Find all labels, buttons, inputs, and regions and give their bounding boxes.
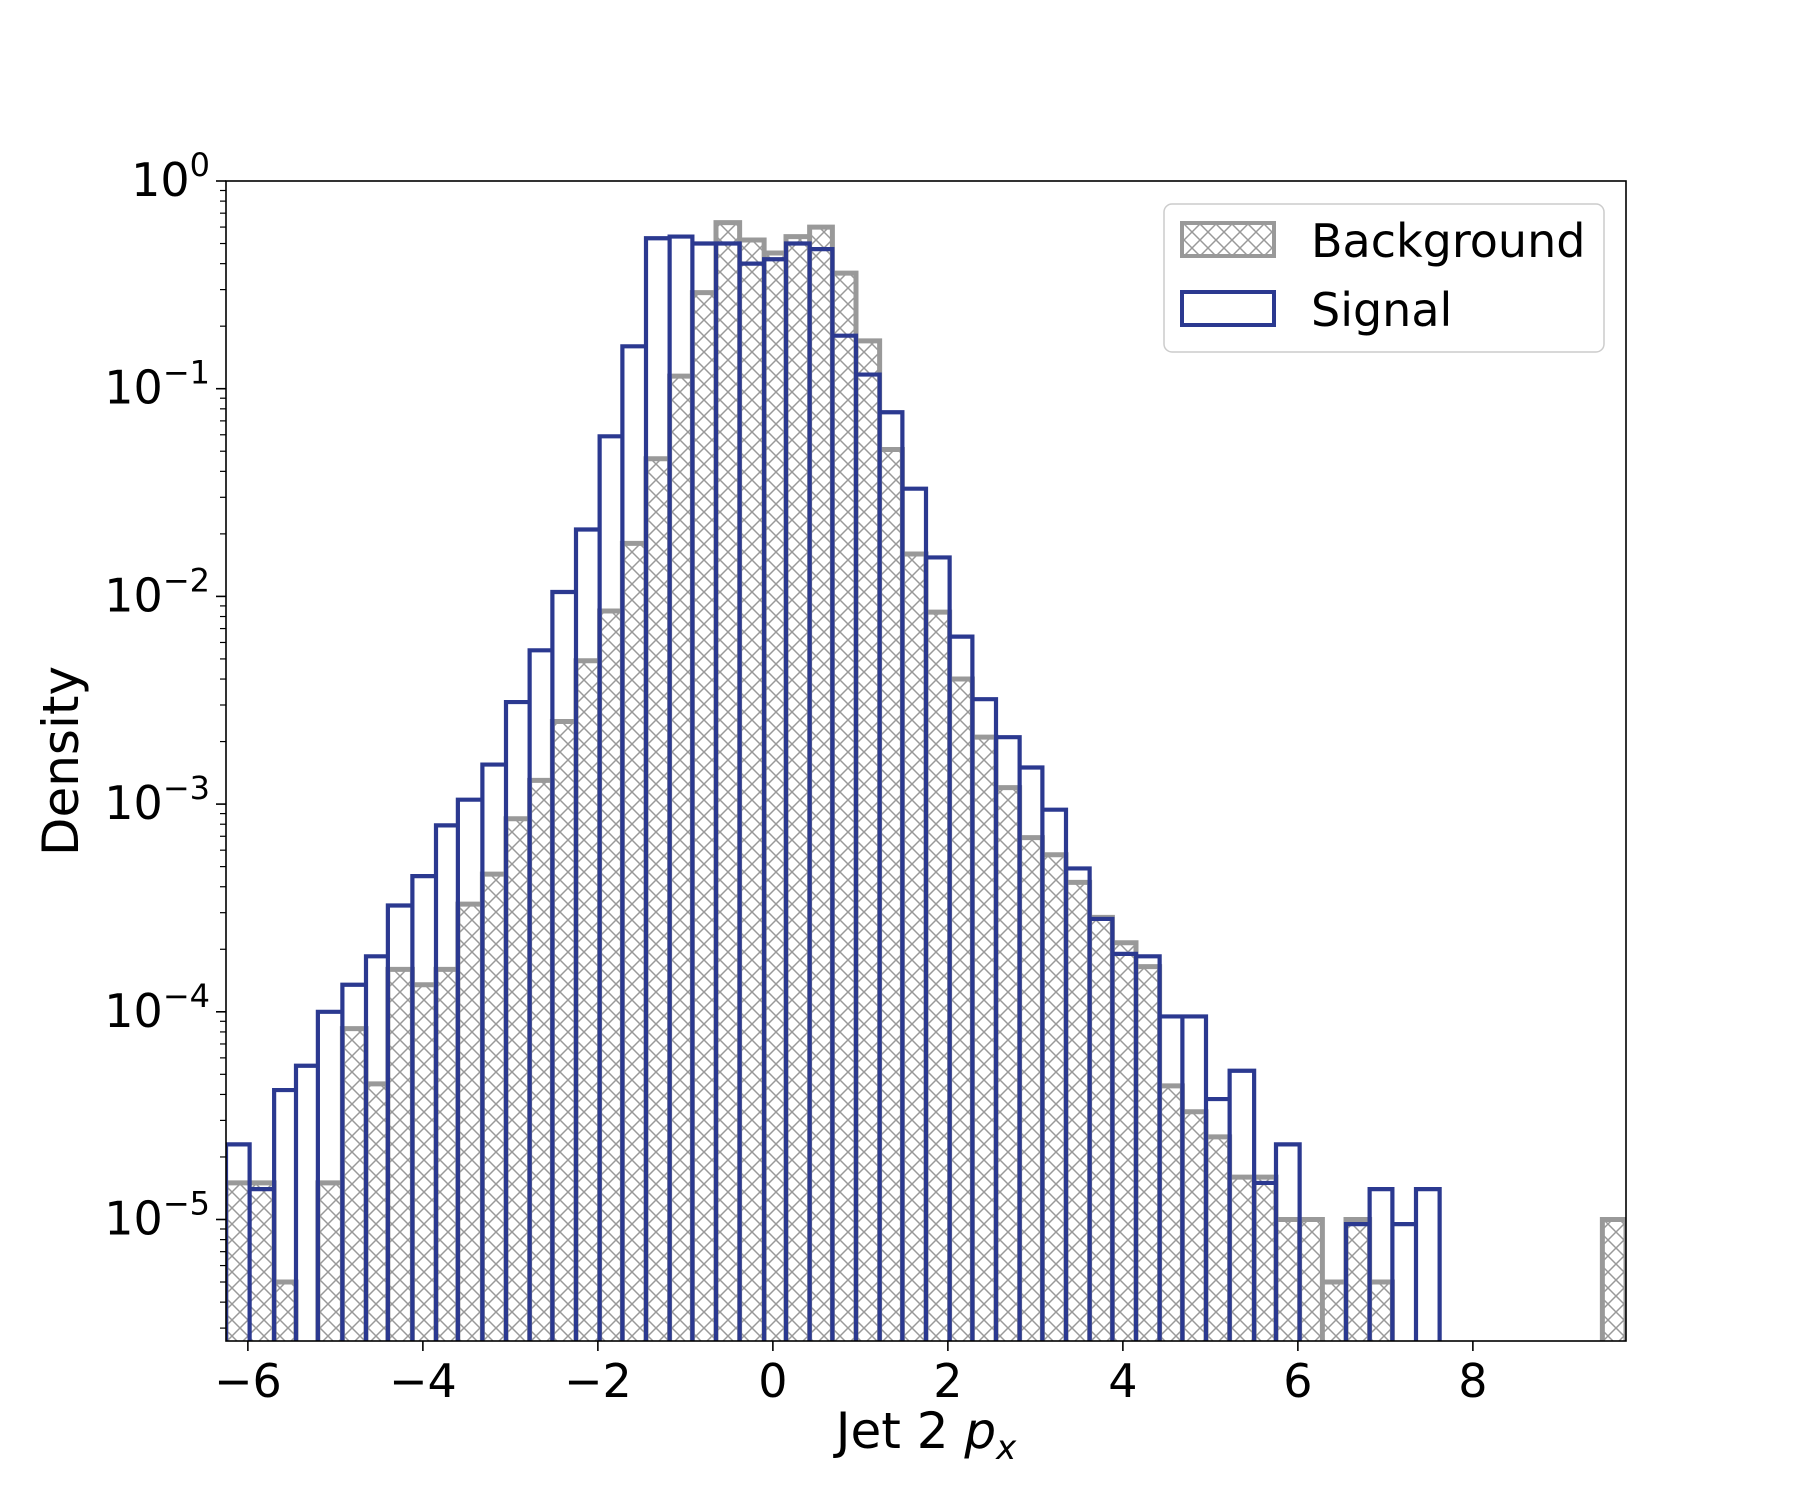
y-tick-label: 10−5 <box>104 1184 210 1245</box>
background-bar-27 <box>879 449 903 1341</box>
legend-label-background: Background <box>1311 214 1585 268</box>
background-bar-49 <box>1602 1219 1626 1341</box>
background-bar-26 <box>856 340 880 1341</box>
series-outline-signal <box>226 234 1442 1341</box>
background-bar-42 <box>1229 1177 1255 1341</box>
x-tick-label: 8 <box>1458 1354 1487 1408</box>
plot-frame <box>225 180 1627 1342</box>
background-bar-21 <box>739 239 765 1341</box>
x-tick-label: 6 <box>1283 1354 1312 1408</box>
background-bar-7 <box>412 984 436 1341</box>
x-axis-title: Jet 2 px <box>833 1402 1017 1468</box>
background-bar-20 <box>716 222 740 1341</box>
y-tick-label: 10−3 <box>104 769 210 830</box>
background-bar-16 <box>622 543 646 1341</box>
background-bar-33 <box>1019 837 1043 1341</box>
background-bar-38 <box>1136 966 1160 1341</box>
background-bar-15 <box>599 611 623 1341</box>
background-bar-5 <box>366 1083 388 1341</box>
x-axis-title-prefix: Jet 2 <box>833 1402 965 1460</box>
background-bar-44 <box>1276 1219 1300 1341</box>
background-bar-8 <box>436 969 458 1341</box>
x-tick-label: 4 <box>1108 1354 1137 1408</box>
background-bar-30 <box>949 679 973 1341</box>
y-tick-label: 10−4 <box>104 977 210 1038</box>
background-bar-23 <box>786 236 810 1341</box>
background-bar-48 <box>1369 1282 1393 1341</box>
ticks-layer: −6 −4 −2 0 2 4 6 8 100 10−1 10−2 10−3 10−4 10−5 <box>104 146 1487 1408</box>
y-tick-label: 10−1 <box>104 354 210 415</box>
background-bar-45 <box>1299 1219 1323 1341</box>
background-bar-18 <box>669 376 693 1341</box>
x-tick-label: −6 <box>214 1354 282 1408</box>
background-bar-31 <box>972 737 996 1341</box>
background-bar-9 <box>457 904 483 1341</box>
background-bar-1 <box>274 1282 296 1341</box>
background-bar-36 <box>1089 917 1113 1341</box>
background-bar-12 <box>529 780 553 1341</box>
background-bar-17 <box>646 458 670 1341</box>
background-bar-47 <box>1346 1219 1370 1341</box>
background-bar-22 <box>764 253 786 1341</box>
background-bar-6 <box>387 969 413 1341</box>
x-axis-title-variable: p <box>963 1402 996 1460</box>
y-axis-title: Density <box>32 666 90 856</box>
background-bar-11 <box>506 818 530 1341</box>
x-tick-label: 0 <box>758 1354 787 1408</box>
legend: Background Signal <box>1163 203 1605 353</box>
series-background <box>226 220 1626 1341</box>
y-tick-label: 100 <box>131 146 210 207</box>
x-tick-label: −2 <box>564 1354 632 1408</box>
x-tick-label: −4 <box>389 1354 457 1408</box>
background-bar-29 <box>926 612 950 1341</box>
background-bar-13 <box>552 721 576 1341</box>
background-bar-34 <box>1042 854 1066 1341</box>
series-signal <box>226 234 1442 1341</box>
background-bar-35 <box>1066 882 1090 1341</box>
background-bar-41 <box>1206 1136 1230 1341</box>
background-bar-14 <box>576 660 600 1341</box>
series-layer <box>226 220 1626 1341</box>
legend-label-signal: Signal <box>1311 283 1452 337</box>
background-bar-32 <box>996 787 1020 1341</box>
background-bar-28 <box>902 554 926 1341</box>
background-bar-40 <box>1182 1111 1206 1341</box>
background-bar-4 <box>342 1028 366 1341</box>
x-axis-title-subscript: x <box>995 1428 1017 1468</box>
background-bar-3 <box>317 1182 343 1341</box>
y-tick-label: 10−2 <box>104 561 210 622</box>
background-bar-43 <box>1254 1177 1276 1341</box>
background-bar-37 <box>1112 942 1136 1341</box>
legend-swatch-signal <box>1180 290 1276 327</box>
background-bar-25 <box>832 273 856 1341</box>
legend-swatch-background <box>1180 221 1276 258</box>
background-bar-24 <box>809 227 833 1341</box>
x-tick-label: 2 <box>933 1354 962 1408</box>
background-bar-39 <box>1159 1085 1183 1341</box>
background-bar-46 <box>1322 1282 1346 1341</box>
background-bar-19 <box>692 292 716 1341</box>
background-bar-10 <box>482 874 506 1341</box>
